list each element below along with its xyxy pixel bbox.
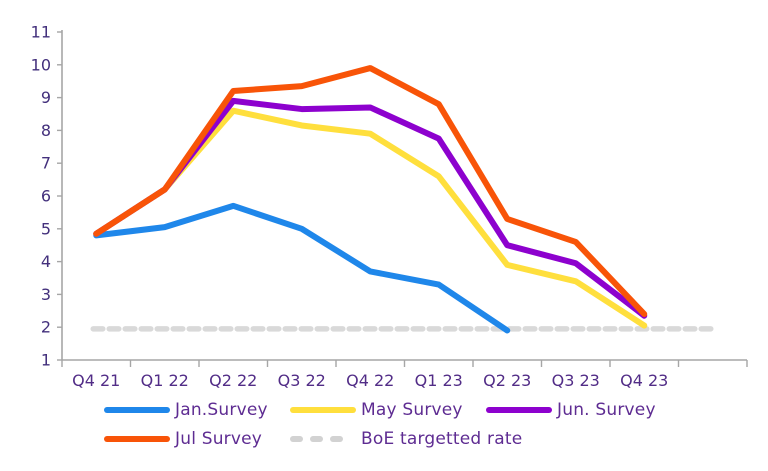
series-line-jul-survey: [93, 65, 648, 318]
x-tick-label: Q3 23: [552, 371, 600, 390]
y-tick-label: 9: [41, 88, 51, 107]
y-tick-label: 4: [41, 252, 51, 271]
y-tick-label: 3: [41, 285, 51, 304]
y-axis-ticks: 1 2 3 4 5 6 7 8 9 10 11: [31, 23, 62, 370]
legend-label-jul-survey: Jul Survey: [175, 429, 263, 449]
x-tick-label: Q4 23: [620, 371, 668, 390]
may-survey-line-swatch: [290, 407, 356, 413]
legend-item-jan-survey: Jan.Survey: [104, 400, 290, 420]
series-line-jan-survey: [93, 202, 511, 334]
y-tick-label: 8: [41, 121, 51, 140]
legend-label-may-survey: May Survey: [361, 400, 463, 420]
line-chart-plot: 1 2 3 4 5 6 7 8 9 10 11 Q4 21 Q1 22 Q2 22 Q3 22 Q4 22 Q1…: [31, 23, 748, 390]
y-tick-label: 11: [31, 23, 51, 42]
x-tick-label: Q2 23: [483, 371, 531, 390]
series-line-may-survey: [93, 107, 648, 329]
y-tick-label: 10: [31, 55, 51, 74]
jan-survey-line-swatch: [104, 407, 170, 413]
jul-survey-line-swatch: [104, 436, 170, 442]
x-tick-label: Q2 22: [209, 371, 257, 390]
legend-item-jul-survey: Jul Survey: [104, 429, 290, 449]
y-tick-label: 7: [41, 154, 51, 173]
y-tick-label: 2: [41, 318, 51, 337]
legend-item-may-survey: May Survey: [290, 400, 486, 420]
boe-target-dashed-swatch: [290, 436, 356, 442]
legend-label-boe-target: BoE targetted rate: [361, 429, 523, 449]
x-tick-label: Q3 22: [278, 371, 326, 390]
x-axis-ticks: Q4 21 Q1 22 Q2 22 Q3 22 Q4 22 Q1 23 Q2 23 Q3 23…: [61, 360, 748, 390]
x-tick-label: Q1 23: [415, 371, 463, 390]
x-tick-label: Q4 21: [72, 371, 120, 390]
chart-legend: Jan.Survey May Survey Jun. Survey Jul Su…: [104, 400, 768, 449]
x-tick-label: Q1 22: [141, 371, 189, 390]
jun-survey-line-swatch: [486, 407, 552, 413]
legend-label-jun-survey: Jun. Survey: [557, 400, 656, 420]
x-tick-label: Q4 22: [346, 371, 394, 390]
y-tick-label: 6: [41, 187, 51, 206]
legend-item-jun-survey: Jun. Survey: [486, 400, 768, 420]
legend-label-jan-survey: Jan.Survey: [175, 400, 268, 420]
legend-item-boe-target: BoE targetted rate: [290, 429, 522, 449]
y-tick-label: 5: [41, 219, 51, 238]
y-tick-label: 1: [41, 351, 51, 370]
